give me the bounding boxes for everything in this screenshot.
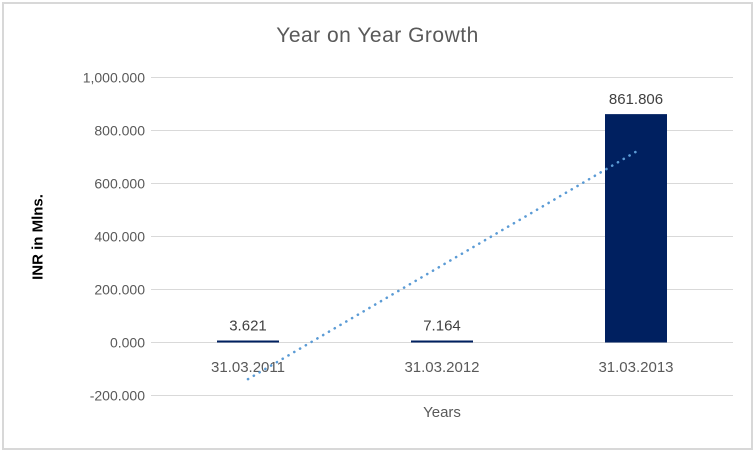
- y-tick-label: 0.000: [110, 335, 145, 351]
- y-tick-label: 800.000: [94, 123, 145, 139]
- x-category-label: 31.03.2012: [404, 359, 479, 376]
- x-category-label: 31.03.2011: [211, 359, 285, 376]
- bar-value-label: 861.806: [609, 91, 663, 108]
- bar: [217, 340, 279, 343]
- y-tick-label: 1,000.000: [83, 70, 145, 86]
- chart-title: Year on Year Growth: [276, 24, 479, 47]
- bar-value-label: 7.164: [423, 318, 461, 335]
- y-tick-label: 400.000: [94, 229, 145, 245]
- bar: [605, 114, 667, 343]
- trendline: [246, 150, 638, 381]
- bar: [411, 340, 473, 343]
- x-axis-title: Years: [423, 404, 461, 421]
- y-tick-label: 600.000: [94, 176, 145, 192]
- bar-value-label: 3.621: [229, 318, 267, 335]
- x-category-label: 31.03.2013: [598, 359, 673, 376]
- y-tick-label: -200.000: [90, 388, 145, 404]
- y-tick-label: 200.000: [94, 282, 145, 298]
